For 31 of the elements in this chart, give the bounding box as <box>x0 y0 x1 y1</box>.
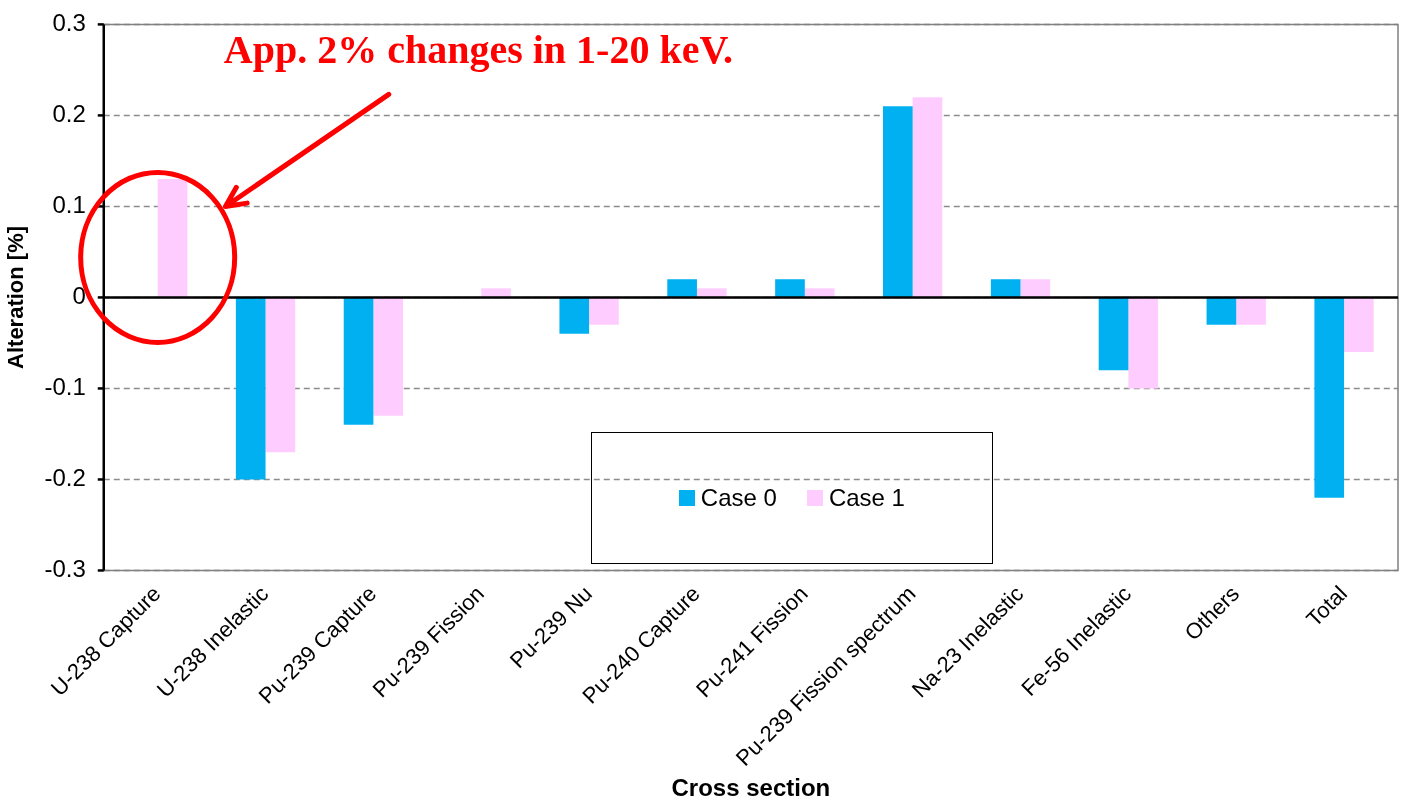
bar <box>1236 297 1266 325</box>
bar <box>1206 297 1237 325</box>
bar <box>1128 297 1159 389</box>
bar <box>912 97 943 298</box>
annotation: App. 2% changes in 1-20 keV. <box>223 26 734 72</box>
y-tick-label: -0.1 <box>44 373 86 401</box>
bar <box>1098 297 1129 371</box>
bar <box>883 106 913 298</box>
bar <box>157 179 188 298</box>
y-tick-label: -0.3 <box>44 555 86 583</box>
bar <box>1314 297 1345 498</box>
x-axis-title: Cross section <box>671 774 831 802</box>
bar <box>265 297 296 453</box>
bar <box>990 279 1021 298</box>
y-axis-title: Alteration [%] <box>3 225 29 369</box>
bar <box>235 297 266 480</box>
bar <box>343 297 374 425</box>
bar <box>1344 297 1374 353</box>
y-tick-label: 0.2 <box>52 100 86 128</box>
y-tick-label: 0 <box>72 282 86 310</box>
y-tick-label: 0.1 <box>52 191 86 219</box>
bar <box>589 297 619 325</box>
y-tick-label: -0.2 <box>44 464 86 492</box>
y-tick-label: 0.3 <box>52 9 86 37</box>
bar <box>667 279 697 298</box>
bar <box>775 279 805 298</box>
bar <box>1020 279 1051 298</box>
bar <box>559 297 590 334</box>
legend-label: Case 1 <box>828 484 905 513</box>
bar <box>373 297 404 416</box>
legend-label: Case 0 <box>700 484 777 513</box>
